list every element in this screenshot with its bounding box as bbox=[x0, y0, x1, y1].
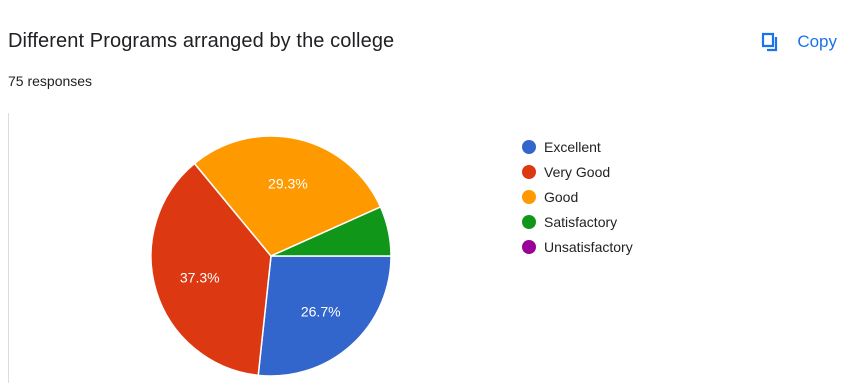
legend-label: Very Good bbox=[544, 163, 611, 180]
legend-item-excellent[interactable]: Excellent bbox=[522, 134, 633, 159]
legend-swatch bbox=[522, 139, 536, 154]
question-title: Different Programs arranged by the colle… bbox=[8, 30, 395, 52]
legend-item-satisfactory[interactable]: Satisfactory bbox=[522, 209, 633, 234]
pie-slice-excellent[interactable] bbox=[257, 255, 392, 377]
pie-slice-good[interactable] bbox=[193, 135, 382, 257]
chart-legend: Excellent Very Good Good Satisfactory Unsati… bbox=[522, 134, 633, 259]
legend-label: Satisfactory bbox=[544, 213, 618, 230]
slice-value-label: 29.3% bbox=[268, 176, 308, 192]
legend-label: Good bbox=[544, 188, 579, 205]
legend-item-good[interactable]: Good bbox=[522, 184, 633, 209]
legend-swatch bbox=[522, 239, 536, 254]
copy-button[interactable]: Copy bbox=[759, 28, 837, 56]
pie-slice-very-good[interactable] bbox=[150, 162, 272, 377]
pie-slice-satisfactory[interactable] bbox=[270, 205, 392, 257]
legend-item-very-good[interactable]: Very Good bbox=[522, 159, 633, 184]
copy-icon bbox=[759, 30, 783, 54]
legend-swatch bbox=[522, 164, 536, 179]
slice-value-label: 37.3% bbox=[180, 269, 220, 285]
slice-value-label: 26.7% bbox=[301, 303, 341, 319]
legend-swatch bbox=[522, 189, 536, 204]
chart-frame bbox=[8, 113, 859, 383]
legend-swatch bbox=[522, 214, 536, 229]
response-count: 75 responses bbox=[8, 73, 93, 89]
legend-label: Unsatisfactory bbox=[544, 238, 633, 255]
legend-item-unsatisfactory[interactable]: Unsatisfactory bbox=[522, 234, 633, 259]
copy-label: Copy bbox=[797, 32, 837, 51]
legend-label: Excellent bbox=[544, 138, 601, 155]
